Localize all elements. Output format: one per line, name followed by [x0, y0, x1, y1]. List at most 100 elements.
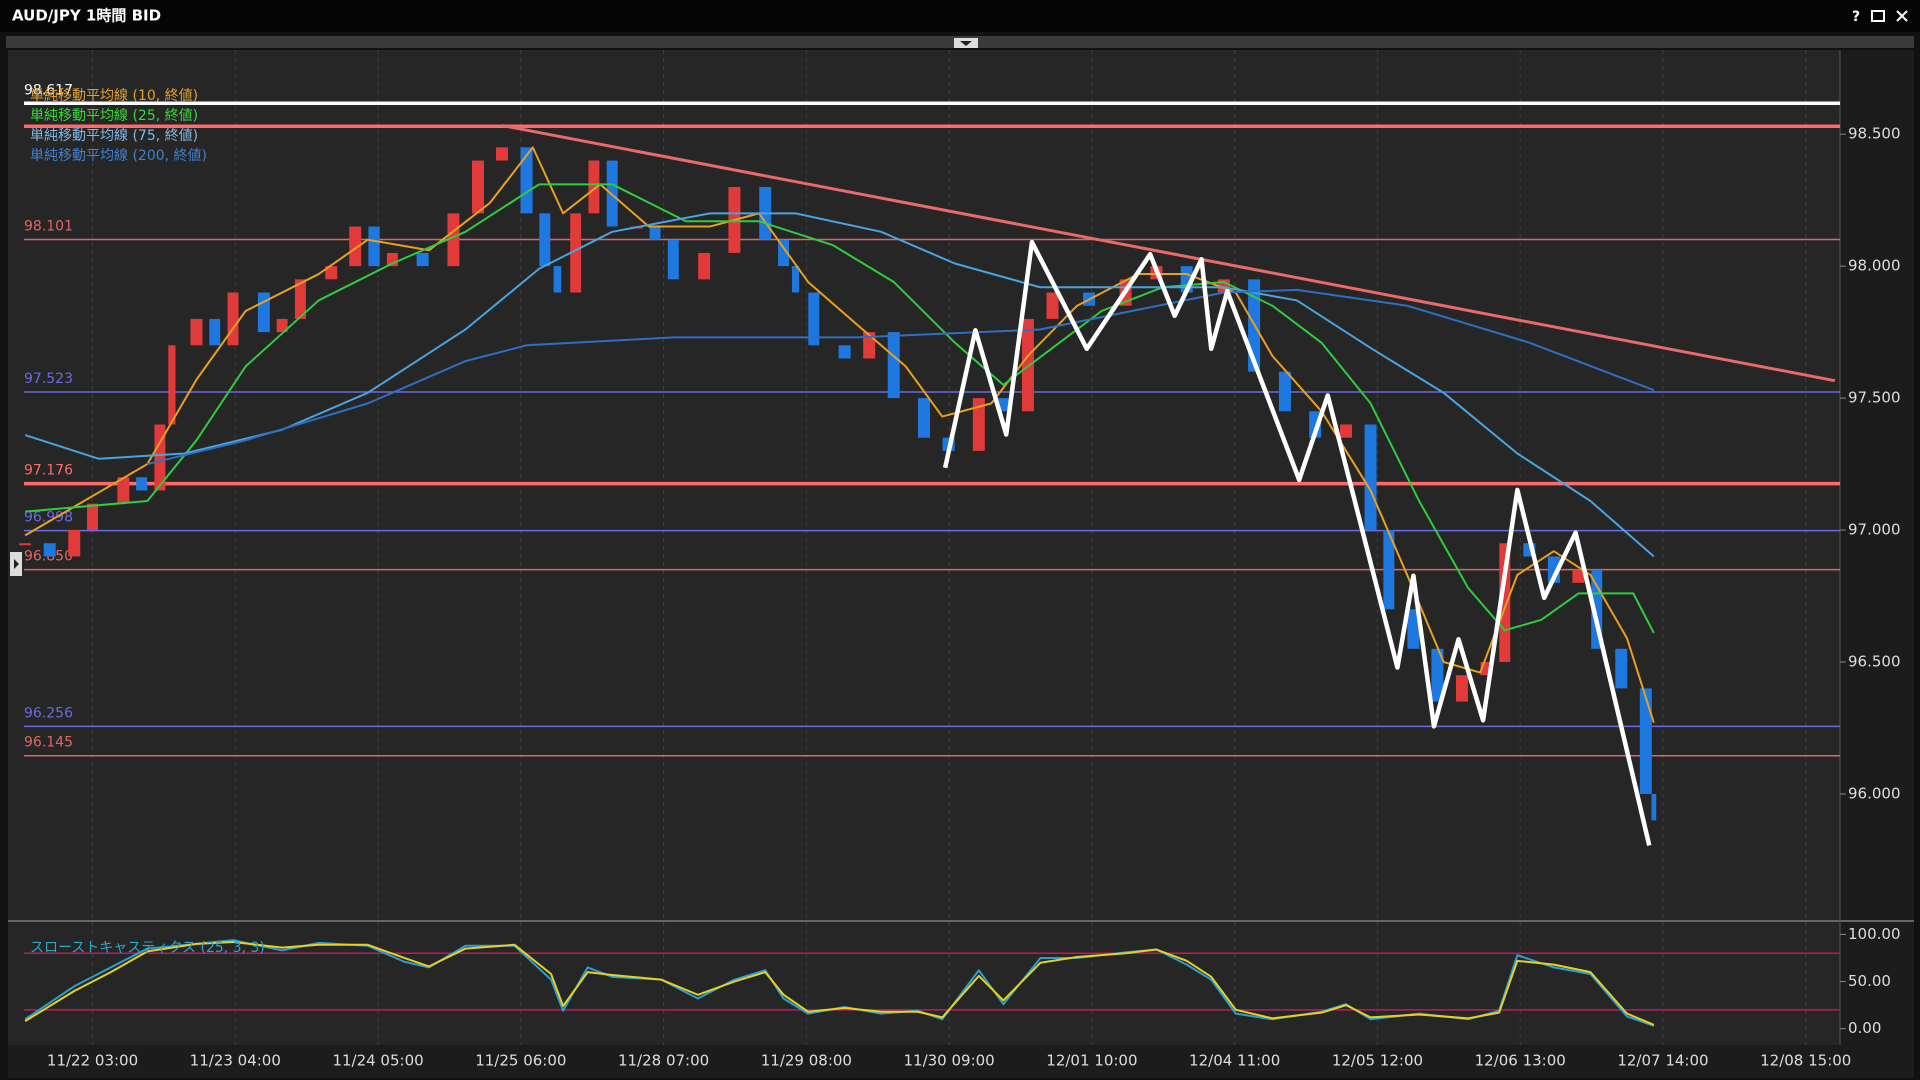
candle — [368, 226, 380, 267]
candle — [117, 477, 130, 504]
indicator-title: スローストキャスティクス (25, 3, 3) — [30, 940, 265, 956]
moving-average — [147, 288, 1655, 466]
x-tick-label: 12/07 14:00 — [1617, 1052, 1708, 1070]
candle — [276, 318, 288, 333]
candle — [325, 266, 338, 280]
candle — [1340, 424, 1353, 438]
level-label: 96.145 — [24, 735, 73, 751]
window-title: AUD/JPY 1時間 BID — [12, 7, 161, 25]
y-tick-label: 96.000 — [1848, 784, 1901, 802]
side-tab[interactable] — [10, 552, 22, 576]
x-tick-label: 11/24 05:00 — [332, 1052, 423, 1070]
price-axis-background — [1840, 50, 1914, 1045]
x-tick-label: 12/04 11:00 — [1189, 1052, 1280, 1070]
candle — [68, 530, 81, 557]
x-tick-label: 12/08 15:00 — [1760, 1052, 1851, 1070]
oscillator-line — [24, 940, 1655, 1026]
candle — [791, 266, 800, 293]
candle — [570, 213, 582, 293]
candle — [209, 318, 221, 346]
level-label: 98.101 — [24, 218, 73, 234]
plot-background — [8, 50, 1840, 1045]
candle — [539, 213, 551, 267]
x-tick-label: 11/30 09:00 — [904, 1052, 995, 1070]
moving-average — [24, 146, 1655, 724]
candle — [1639, 688, 1652, 794]
candle — [1431, 648, 1444, 702]
candle — [649, 226, 661, 240]
level-label: 97.176 — [24, 463, 73, 479]
x-tick-label: 11/29 08:00 — [761, 1052, 852, 1070]
candle — [698, 252, 711, 280]
candle — [1021, 318, 1034, 412]
level-label: 98.617 — [24, 82, 73, 98]
candle — [887, 332, 900, 399]
x-tick-label: 12/01 10:00 — [1046, 1052, 1137, 1070]
x-tick-label: 11/28 07:00 — [618, 1052, 709, 1070]
title-bar — [0, 0, 1920, 32]
candle — [778, 239, 790, 267]
candle — [1591, 569, 1603, 649]
candle — [1499, 543, 1511, 663]
candle — [1364, 424, 1377, 531]
candle — [808, 292, 820, 346]
x-tick-label: 11/25 06:00 — [475, 1052, 566, 1070]
candle — [472, 160, 484, 214]
time-axis-background — [8, 1045, 1914, 1078]
candle — [495, 147, 508, 161]
y-tick-label: 97.500 — [1848, 389, 1901, 407]
candle — [294, 279, 306, 319]
candle — [416, 252, 429, 267]
moving-average — [25, 183, 1655, 634]
level-label: 97.523 — [24, 371, 73, 387]
trendline — [501, 123, 1836, 383]
level-label: 96.850 — [24, 549, 73, 565]
y-tick-label: 98.000 — [1848, 257, 1901, 275]
candle — [1651, 793, 1657, 821]
help-button[interactable]: ? — [1852, 9, 1860, 25]
candle — [1572, 569, 1585, 583]
legend-entry: 単純移動平均線 (25, 終値) — [30, 108, 198, 124]
candle — [447, 213, 460, 267]
candle — [43, 543, 56, 557]
candle — [520, 147, 533, 214]
legend-entry: 単純移動平均線 (200, 終値) — [30, 148, 207, 164]
candle — [972, 398, 985, 451]
y-tick-label: 0.00 — [1848, 1019, 1881, 1037]
candle — [553, 266, 562, 293]
candle — [1407, 609, 1420, 649]
candle — [918, 398, 931, 438]
candle — [168, 345, 176, 425]
candle — [154, 424, 166, 491]
x-tick-label: 11/22 03:00 — [47, 1052, 138, 1070]
candle — [87, 503, 99, 531]
y-tick-label: 97.000 — [1848, 521, 1901, 539]
close-button[interactable] — [1896, 10, 1908, 22]
y-tick-label: 100.00 — [1848, 925, 1901, 943]
level-label: 96.256 — [24, 705, 73, 721]
maximize-button[interactable] — [1871, 10, 1885, 22]
candle — [1046, 292, 1059, 319]
candle — [136, 477, 148, 491]
candle — [1278, 371, 1291, 412]
candle — [588, 160, 600, 214]
wave-line — [942, 239, 1652, 846]
candle — [667, 239, 679, 280]
y-tick-label: 98.500 — [1848, 125, 1901, 143]
candle — [257, 292, 270, 333]
x-tick-label: 12/05 12:00 — [1332, 1052, 1423, 1070]
legend-entry: 単純移動平均線 (10, 終値) — [30, 88, 198, 104]
candle — [190, 318, 203, 346]
y-tick-label: 50.00 — [1848, 972, 1891, 990]
x-tick-label: 11/23 04:00 — [190, 1052, 281, 1070]
candle — [1455, 675, 1468, 702]
moving-average — [24, 212, 1655, 558]
x-tick-label: 12/06 13:00 — [1475, 1052, 1566, 1070]
candle — [386, 252, 398, 267]
legend-entry: 単純移動平均線 (75, 終値) — [30, 128, 198, 144]
candle — [1383, 530, 1395, 610]
collapse-toggle[interactable] — [954, 38, 978, 48]
y-tick-label: 96.500 — [1848, 653, 1901, 671]
